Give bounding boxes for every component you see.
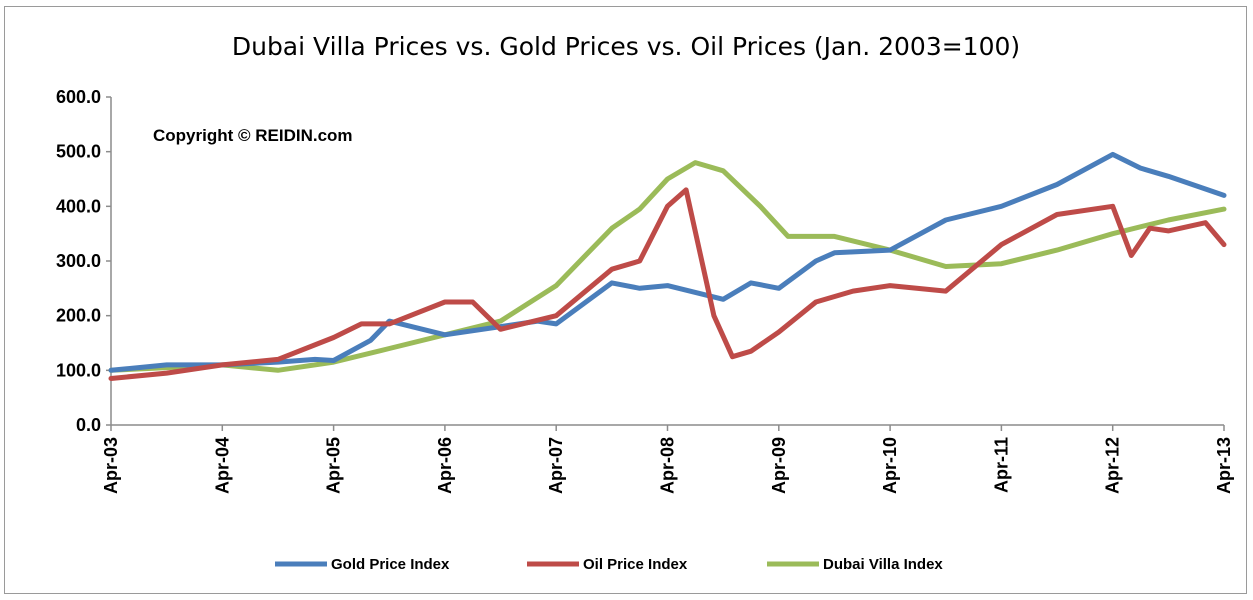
y-tick-label: 600.0 bbox=[56, 87, 101, 107]
legend-label: Oil Price Index bbox=[583, 556, 688, 573]
series-line-gold-price-index bbox=[108, 151, 1227, 373]
y-tick-label: 0.0 bbox=[76, 415, 101, 435]
x-tick-label: Apr-06 bbox=[435, 437, 455, 494]
x-tick-label: Apr-07 bbox=[546, 437, 566, 494]
x-tick-label: Apr-09 bbox=[769, 437, 789, 494]
x-tick-label: Apr-11 bbox=[991, 437, 1011, 493]
series-lines bbox=[108, 151, 1227, 381]
legend: Gold Price Index Oil Price Index Dubai Vil… bbox=[275, 556, 943, 573]
y-tick-label: 100.0 bbox=[56, 360, 101, 380]
copyright-annotation: Copyright © REIDIN.com bbox=[153, 126, 353, 145]
x-tick-label: Apr-13 bbox=[1214, 437, 1234, 494]
series-line-dubai-villa-index bbox=[108, 160, 1227, 373]
x-tick-label: Apr-05 bbox=[324, 437, 344, 494]
chart-title: Dubai Villa Prices vs. Gold Prices vs. O… bbox=[232, 32, 1020, 61]
x-axis-ticks: Apr-03 Apr-04 Apr-05 Apr-06 Apr-07 Apr-08 Apr-… bbox=[101, 425, 1234, 494]
line-chart: Dubai Villa Prices vs. Gold Prices vs. O… bbox=[56, 32, 1234, 573]
series-line-oil-price-index bbox=[108, 187, 1227, 381]
y-axis-ticks: 0.0 100.0 200.0 300.0 400.0 500.0 600.0 bbox=[56, 87, 111, 435]
legend-label: Gold Price Index bbox=[331, 556, 450, 573]
y-tick-label: 300.0 bbox=[56, 251, 101, 271]
chart-frame: Dubai Villa Prices vs. Gold Prices vs. O… bbox=[4, 6, 1247, 594]
y-tick-label: 200.0 bbox=[56, 306, 101, 326]
x-tick-label: Apr-08 bbox=[658, 437, 678, 494]
y-tick-label: 500.0 bbox=[56, 142, 101, 162]
x-tick-label: Apr-12 bbox=[1103, 437, 1123, 494]
x-tick-label: Apr-04 bbox=[212, 437, 232, 494]
x-tick-label: Apr-03 bbox=[101, 437, 121, 494]
legend-label: Dubai Villa Index bbox=[823, 556, 943, 573]
y-tick-label: 400.0 bbox=[56, 196, 101, 216]
x-tick-label: Apr-10 bbox=[880, 437, 900, 494]
